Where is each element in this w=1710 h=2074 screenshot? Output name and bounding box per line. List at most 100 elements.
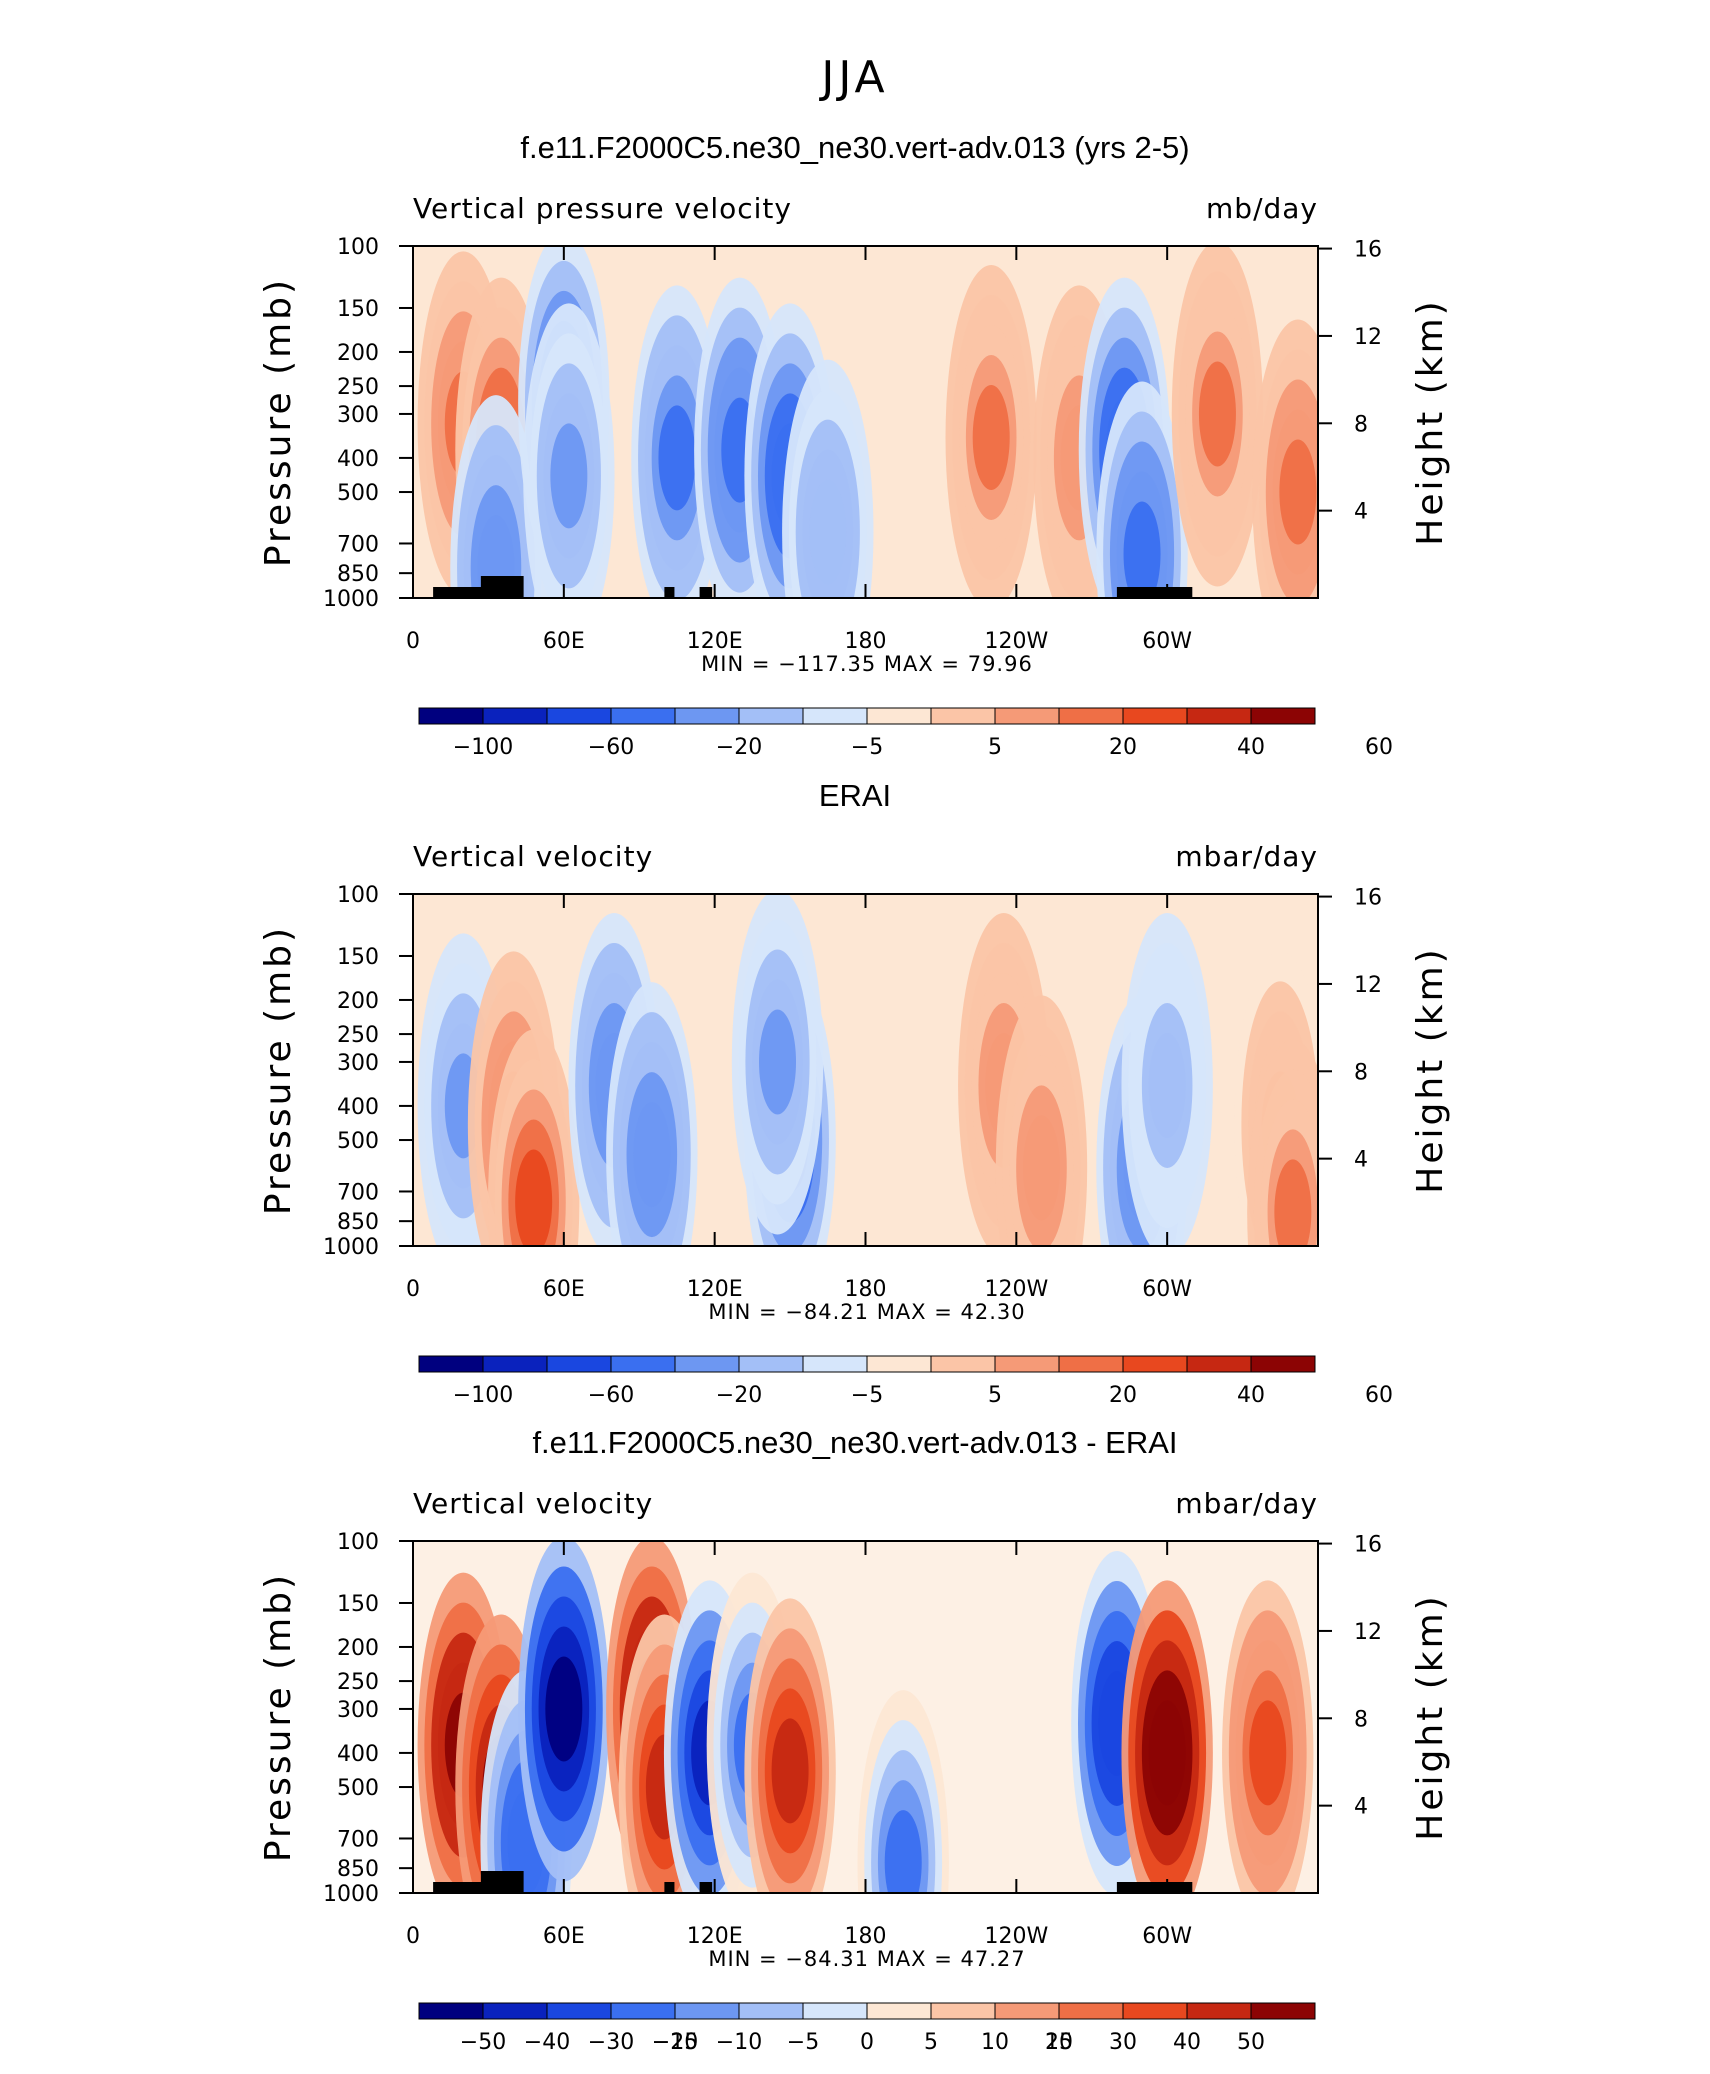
height-tick-label: 8 [1354, 1060, 1368, 1085]
contour-mark-3 [515, 1149, 553, 1246]
colorbar-box [738, 707, 804, 725]
y-axis-title: Pressure (mb) [258, 925, 299, 1215]
colorbar-box [1250, 2002, 1316, 2020]
colorbar-label: 40 [1173, 2030, 1201, 2055]
y-tick-label: 150 [337, 945, 379, 970]
topography-mark [664, 587, 675, 598]
colorbar-label: 40 [1237, 1383, 1265, 1408]
y-tick-label: 700 [337, 1827, 379, 1852]
contour-mark-9 [771, 1718, 809, 1824]
y-tick-label: 300 [337, 1051, 379, 1076]
colorbar-label: −30 [588, 2030, 634, 2055]
panel-3: f.e11.F2000C5.ne30_ne30.vert-adv.013 - E… [258, 1425, 1451, 2055]
colorbar-box [802, 1355, 868, 1373]
panel-1: f.e11.F2000C5.ne30_ne30.vert-adv.013 (yr… [258, 130, 1451, 760]
colorbar-box [866, 707, 932, 725]
colorbar-label: 40 [1237, 735, 1265, 760]
topography-mark [433, 1882, 496, 1893]
x-tick-label: 60E [543, 629, 585, 654]
colorbar-label: 10 [981, 2030, 1009, 2055]
min-max-label: MIN = −84.31 MAX = 47.27 [708, 1947, 1025, 1971]
colorbar-box [1122, 707, 1188, 725]
colorbar-label: 20 [1109, 735, 1137, 760]
colorbar-label: 50 [1237, 2030, 1265, 2055]
topography-mark [480, 1871, 524, 1893]
colorbar-box [1058, 1355, 1124, 1373]
x-tick-label: 60E [543, 1924, 585, 1949]
colorbar-box [930, 2002, 996, 2020]
topography-mark [433, 587, 496, 598]
x-tick-label: 180 [845, 1924, 887, 1949]
x-tick-label: 0 [406, 1277, 420, 1302]
y-tick-label: 250 [337, 375, 379, 400]
variable-label: Vertical velocity [413, 840, 653, 873]
x-tick-label: 60W [1142, 1924, 1192, 1949]
topography-mark [1116, 1882, 1193, 1893]
colorbar-label: 5 [924, 2030, 938, 2055]
colorbar-label: 20 [1045, 2030, 1073, 2055]
colorbar-box [866, 2002, 932, 2020]
colorbar-label: −5 [851, 1383, 883, 1408]
y-tick-label: 400 [337, 1742, 379, 1767]
colorbar-box [482, 2002, 548, 2020]
y-tick-label: 250 [337, 1670, 379, 1695]
units-label: mb/day [1206, 192, 1318, 225]
colorbar-box [738, 2002, 804, 2020]
colorbar-label: −5 [787, 2030, 819, 2055]
units-label: mbar/day [1175, 1487, 1318, 1520]
min-max-label: MIN = −117.35 MAX = 79.96 [701, 652, 1033, 676]
min-max-label: MIN = −84.21 MAX = 42.30 [708, 1300, 1025, 1324]
colorbar-box [674, 707, 740, 725]
colorbar-box [546, 2002, 612, 2020]
contour-mark-5 [633, 1102, 671, 1208]
height-tick-label: 8 [1354, 412, 1368, 437]
colorbar-label: −5 [851, 735, 883, 760]
y2-axis-title: Height (km) [1410, 298, 1451, 545]
x-tick-label: 0 [406, 1924, 420, 1949]
colorbar-box [930, 707, 996, 725]
contour-mark-7 [759, 1009, 797, 1115]
y-tick-label: 1000 [323, 1882, 379, 1907]
colorbar-label: −20 [716, 735, 762, 760]
y-tick-label: 500 [337, 1776, 379, 1801]
colorbar-box [674, 2002, 740, 2020]
y-tick-label: 850 [337, 562, 379, 587]
x-tick-label: 60W [1142, 629, 1192, 654]
colorbar-box [610, 1355, 676, 1373]
y-axis-title: Pressure (mb) [258, 1572, 299, 1862]
y-tick-label: 250 [337, 1023, 379, 1048]
colorbar-box [1186, 1355, 1252, 1373]
colorbar-label: 30 [1109, 2030, 1137, 2055]
x-tick-label: 180 [845, 1277, 887, 1302]
colorbar-box [994, 1355, 1060, 1373]
y-tick-label: 200 [337, 989, 379, 1014]
figure-title: JJA [818, 52, 888, 103]
height-tick-label: 12 [1354, 973, 1382, 998]
colorbar-box [994, 707, 1060, 725]
x-tick-label: 60E [543, 1277, 585, 1302]
colorbar-box [1250, 707, 1316, 725]
height-tick-label: 4 [1354, 1148, 1368, 1173]
y-tick-label: 500 [337, 481, 379, 506]
colorbar-box [674, 1355, 740, 1373]
colorbar-label: −60 [588, 735, 634, 760]
colorbar-box [930, 1355, 996, 1373]
y-tick-label: 300 [337, 1698, 379, 1723]
contour-mark-14 [1198, 361, 1236, 467]
y-tick-label: 100 [337, 235, 379, 260]
units-label: mbar/day [1175, 840, 1318, 873]
contour-mark-6 [658, 405, 696, 511]
panel-title: f.e11.F2000C5.ne30_ne30.vert-adv.013 (yr… [520, 130, 1189, 165]
contour-mark-13 [1123, 501, 1161, 598]
colorbar-label: −20 [716, 1383, 762, 1408]
contour-mark-3 [477, 515, 515, 598]
height-tick-label: 12 [1354, 325, 1382, 350]
panel-title: f.e11.F2000C5.ne30_ne30.vert-adv.013 - E… [532, 1425, 1177, 1460]
colorbar-box [418, 2002, 484, 2020]
y-tick-label: 100 [337, 883, 379, 908]
colorbar-label: −100 [453, 735, 513, 760]
colorbar-label: −50 [460, 2030, 506, 2055]
colorbar-box [1058, 2002, 1124, 2020]
